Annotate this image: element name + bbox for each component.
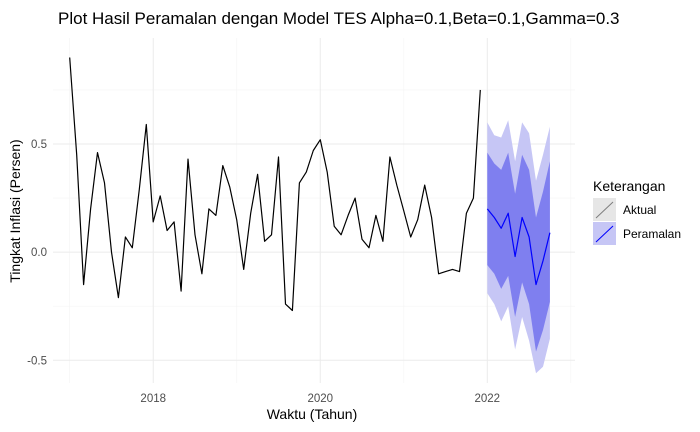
legend-title: Keterangan (593, 178, 665, 194)
legend-key-line (595, 225, 614, 243)
y-tick-label: -0.5 (27, 355, 47, 367)
x-tick-label: 2018 (140, 393, 166, 405)
actual-series-line (69, 57, 481, 312)
x-tick-label: 2022 (475, 393, 501, 405)
forecast-interval-bands (487, 120, 550, 374)
legend: Keterangan Aktual Peramalan (593, 178, 681, 245)
x-axis-label: Waktu (Tahun) (267, 406, 358, 422)
chart-title: Plot Hasil Peramalan dengan Model TES Al… (58, 9, 620, 28)
legend-key-line (595, 201, 614, 219)
legend-label: Peramalan (623, 227, 681, 241)
x-tick-label: 2020 (307, 393, 333, 405)
forecast-series-line (486, 208, 551, 286)
axis-ticks: 2018 2020 2022 -0.5 0.0 0.5 (27, 139, 500, 405)
y-axis-label: Tingkat Inflasi (Persen) (7, 139, 23, 282)
legend-label: Aktual (623, 203, 656, 217)
series-lines (69, 57, 551, 312)
y-tick-label: 0.0 (31, 247, 47, 259)
forecast-band-80 (487, 152, 550, 352)
y-tick-label: 0.5 (31, 139, 47, 151)
